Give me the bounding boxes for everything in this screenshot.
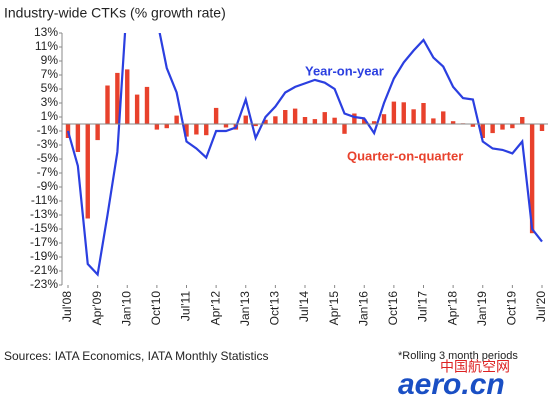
legend-label: Year-on-year (305, 63, 384, 78)
bar (134, 94, 140, 124)
x-tick-label: Oct'13 (268, 291, 282, 326)
bar (312, 119, 318, 124)
bar (164, 124, 169, 129)
bar (174, 115, 179, 124)
bar (154, 124, 160, 130)
bar (520, 117, 525, 124)
x-tick-label: Jan'10 (119, 291, 133, 326)
y-tick-label: -1% (37, 123, 59, 137)
y-tick-label: 13% (34, 25, 58, 39)
x-tick-label: Oct'10 (149, 291, 163, 326)
bar (332, 117, 337, 124)
y-tick-label: 3% (41, 95, 59, 109)
bar (490, 124, 495, 134)
watermark-logo: aero.cn (398, 368, 505, 401)
bar (391, 101, 397, 124)
bar (322, 112, 327, 124)
y-tick-label: 1% (41, 109, 59, 123)
bar (441, 111, 446, 124)
x-tick-label: Jul'08 (60, 291, 74, 322)
y-tick-label: -13% (30, 207, 58, 221)
bar (470, 124, 476, 127)
y-tick-label: -21% (30, 263, 58, 277)
x-tick-label: Apr'12 (208, 291, 222, 326)
x-tick-label: Oct'16 (386, 291, 400, 326)
legend-label: Quarter-on-quarter (347, 148, 463, 163)
y-tick-label: 9% (41, 53, 59, 67)
bar (243, 115, 248, 124)
bar (411, 109, 416, 124)
y-tick-label: 7% (41, 67, 59, 81)
bar (95, 124, 100, 141)
x-tick-label: Jul'14 (297, 291, 311, 322)
bar (184, 124, 189, 137)
bar (75, 124, 81, 152)
bar (421, 103, 426, 124)
y-tick-label: -5% (37, 151, 59, 165)
y-tick-label: -15% (30, 221, 58, 235)
y-tick-label: -11% (31, 193, 58, 207)
x-tick-label: Oct'19 (505, 291, 519, 326)
bar (431, 118, 436, 124)
line (66, 33, 543, 277)
bar (253, 124, 258, 127)
x-tick-label: Jan'19 (475, 291, 489, 326)
bar (115, 72, 120, 124)
y-tick-label: -23% (30, 277, 58, 291)
bar (85, 124, 90, 219)
bar (500, 124, 505, 130)
watermark: 中国航空网 (440, 359, 510, 375)
bar (529, 124, 535, 234)
bar (352, 113, 357, 124)
plot-area (65, 33, 545, 277)
bar (480, 124, 485, 138)
x-tick-label: Jul'17 (416, 291, 430, 322)
bar (213, 107, 219, 124)
x-tick-label: Jan'16 (356, 291, 370, 326)
bar (362, 119, 367, 124)
bar (510, 124, 515, 129)
x-tick-label: Apr'18 (445, 291, 459, 326)
bar (144, 86, 150, 124)
bar (125, 69, 130, 124)
bar (302, 117, 308, 124)
bar (450, 121, 456, 124)
y-tick-label: 11% (35, 39, 58, 53)
x-tick-label: Apr'09 (90, 291, 104, 326)
y-tick-label: -3% (37, 137, 59, 151)
bar (105, 85, 110, 124)
x-tick-label: Jul'20 (534, 291, 548, 322)
x-tick-label: Apr'15 (327, 291, 341, 326)
bar (204, 124, 209, 136)
y-tick-label: -7% (37, 165, 59, 179)
bar (223, 124, 229, 128)
bar (371, 121, 377, 124)
bar (342, 124, 347, 134)
y-tick-label: -17% (30, 235, 58, 249)
bar (263, 119, 268, 124)
chart-title: Industry-wide CTKs (% growth rate) (4, 5, 226, 21)
y-tick-label: -9% (37, 179, 59, 193)
source: Sources: IATA Economics, IATA Monthly St… (4, 349, 269, 363)
bar (539, 124, 545, 131)
y-tick-label: -19% (30, 249, 58, 263)
x-tick-label: Jul'11 (179, 291, 193, 321)
y-tick-label: 5% (41, 81, 59, 95)
bar (194, 124, 199, 135)
bar (283, 110, 288, 124)
bar (401, 102, 406, 124)
bar (292, 108, 298, 124)
x-tick-label: Jan'13 (238, 291, 252, 326)
bar (381, 114, 387, 124)
footnote: *Rolling 3 month periods (398, 350, 518, 362)
bar (273, 116, 278, 124)
